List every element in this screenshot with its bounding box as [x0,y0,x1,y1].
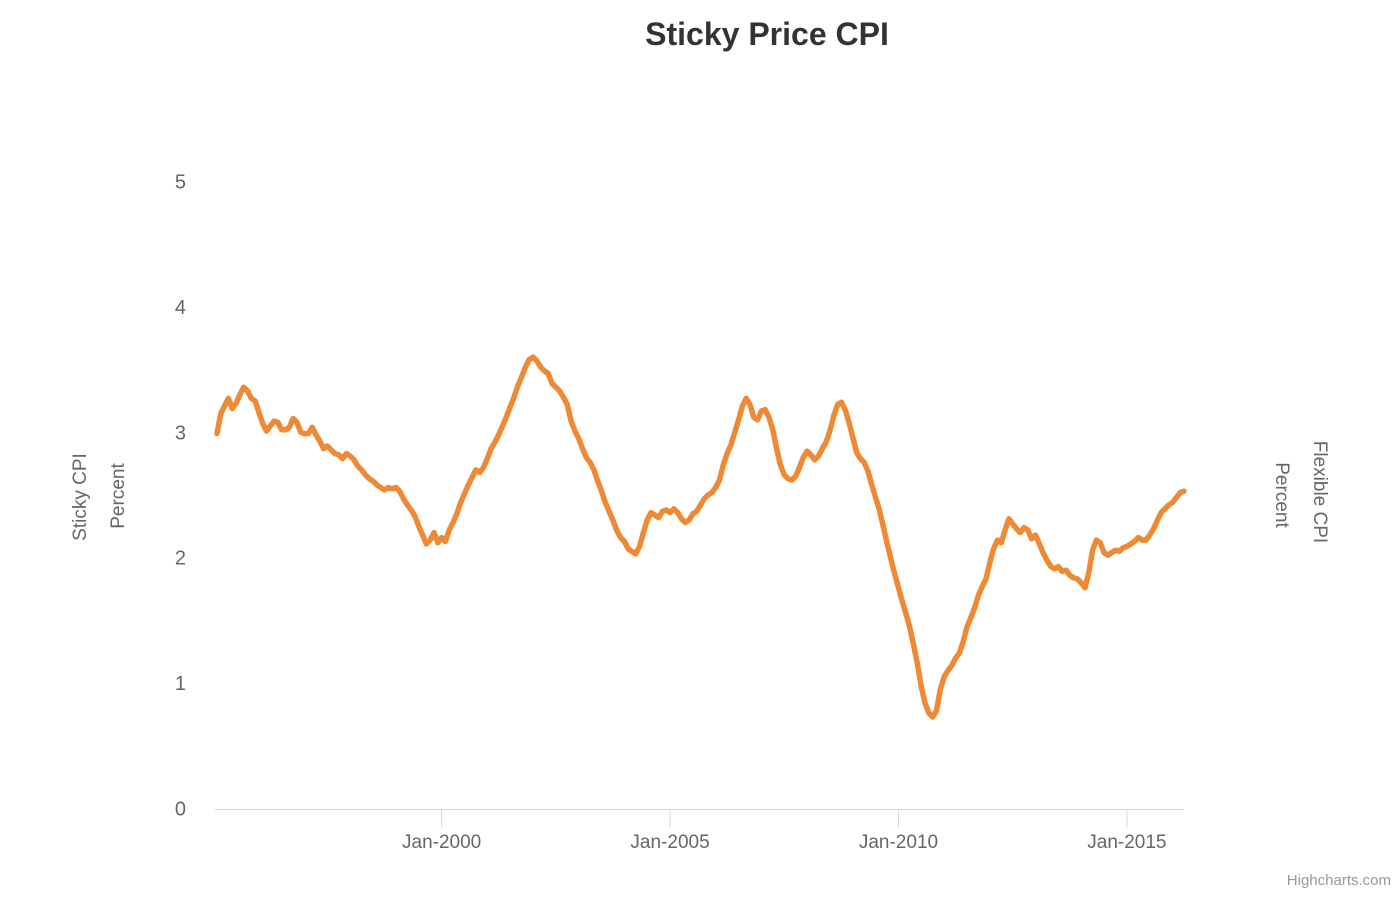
x-tick-label: Jan-2005 [630,832,709,853]
chart-title: Sticky Price CPI [645,16,889,52]
y-tick-label: 2 [175,548,186,570]
y-tick-label: 1 [175,673,186,695]
highcharts-credit-link[interactable]: Highcharts.com [1286,872,1391,889]
y-tick-label: 4 [175,297,186,319]
x-axis-labels: Jan-2000 Jan-2005 Jan-2010 Jan-2015 [402,832,1167,853]
y-tick-label: 5 [175,172,186,194]
x-axis-ticks [441,809,1128,828]
x-tick-label: Jan-2015 [1087,832,1166,853]
x-tick-label: Jan-2000 [402,832,481,853]
y-tick-label: 0 [175,799,186,821]
y-axis-labels: 0 1 2 3 4 5 [175,172,186,821]
y-tick-label: 3 [175,422,186,444]
sticky-cpi-line-series [214,354,1187,720]
x-tick-label: Jan-2010 [859,832,938,853]
